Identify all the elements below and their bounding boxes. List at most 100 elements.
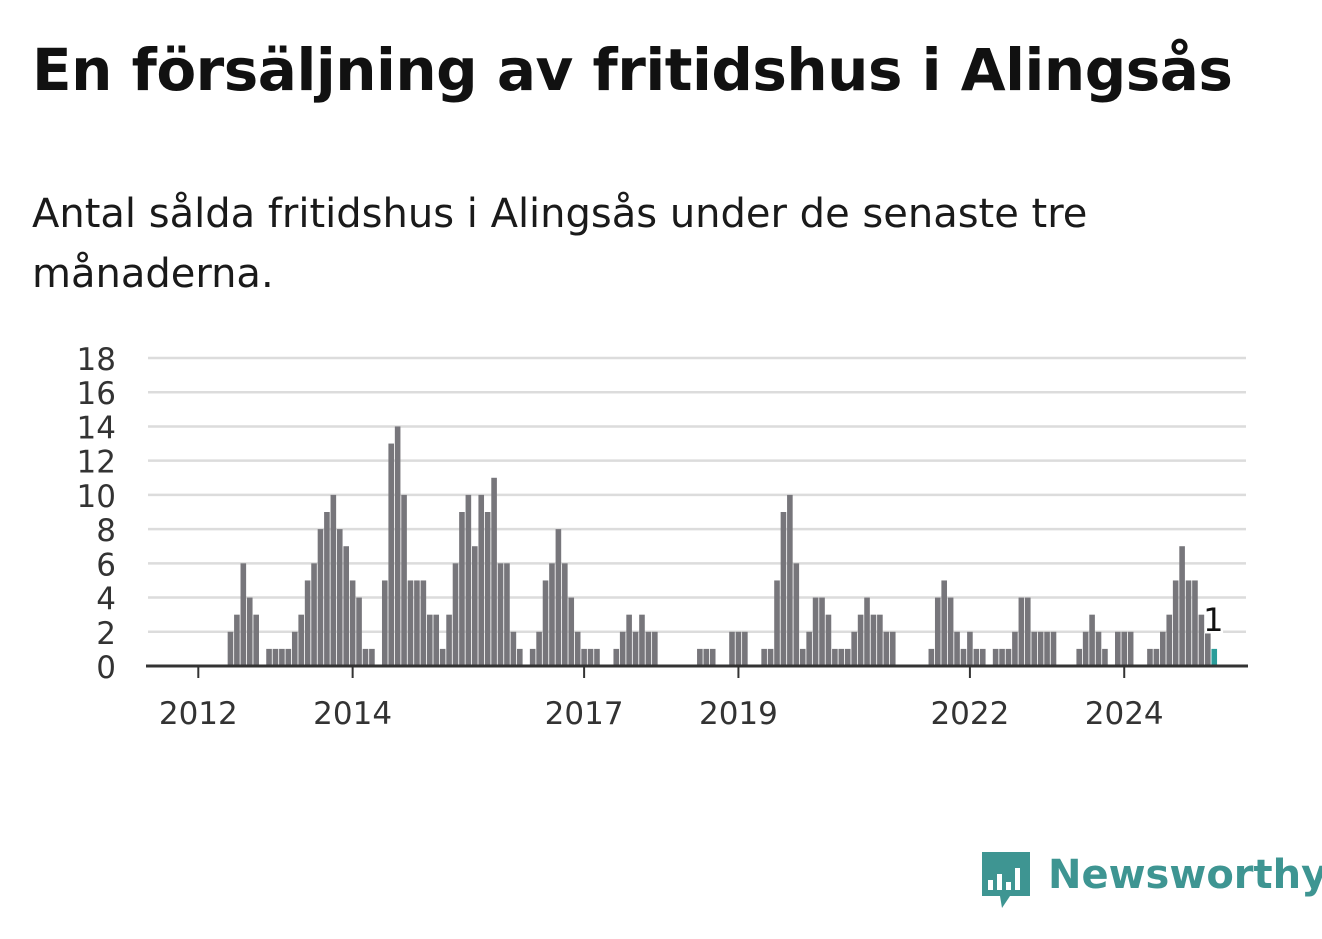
bar (517, 648, 523, 666)
y-tick-label: 16 (77, 376, 116, 412)
bar (626, 614, 632, 666)
bar (954, 631, 960, 666)
bar (1050, 631, 1057, 666)
bar (883, 631, 890, 666)
bar (812, 597, 819, 666)
bar (735, 631, 742, 666)
bar (857, 614, 864, 666)
bar (632, 631, 639, 666)
bar (967, 631, 973, 666)
bar (304, 580, 311, 666)
bar (960, 648, 967, 666)
bar (1018, 597, 1025, 666)
bar (979, 648, 986, 666)
bar (1172, 580, 1179, 666)
bar (838, 648, 845, 666)
bar (928, 648, 935, 666)
bar (574, 631, 581, 666)
bar (941, 580, 947, 666)
bar (1211, 648, 1218, 666)
bar (285, 648, 292, 666)
bar (484, 512, 491, 666)
bar (472, 546, 478, 666)
bar (381, 580, 388, 666)
x-tick-label: 2022 (930, 696, 1009, 732)
bar (774, 580, 780, 666)
newsworthy-logo-icon (982, 852, 1030, 908)
bar (459, 512, 465, 666)
x-tick-label: 2014 (313, 696, 392, 732)
bar (819, 597, 825, 666)
bar (825, 614, 832, 666)
bar (1127, 631, 1134, 666)
bar (279, 648, 285, 666)
bar (1024, 597, 1031, 666)
y-tick-label: 6 (96, 547, 116, 583)
bar (870, 614, 877, 666)
y-tick-label: 4 (96, 582, 116, 618)
bar (613, 648, 620, 666)
bar (491, 477, 497, 666)
bar (619, 631, 626, 666)
bar (832, 648, 838, 666)
bar (324, 512, 330, 666)
bar (1044, 631, 1050, 666)
bar (504, 563, 510, 666)
bar (478, 494, 485, 666)
bar (793, 563, 800, 666)
bar (1198, 614, 1205, 666)
bar (246, 597, 253, 666)
bar (999, 648, 1005, 666)
x-tick-label: 2019 (699, 696, 778, 732)
bar (1192, 580, 1198, 666)
bar (1185, 580, 1192, 666)
bar (1121, 631, 1128, 666)
bar (1147, 648, 1153, 666)
bar (568, 597, 575, 666)
bar (703, 648, 710, 666)
bar (1031, 631, 1038, 666)
bar (497, 563, 504, 666)
bar (1102, 648, 1108, 666)
bar (227, 631, 234, 666)
bar (401, 494, 407, 666)
bar (844, 648, 851, 666)
y-tick-label: 10 (77, 479, 116, 515)
bar (709, 648, 716, 666)
last-value-label: 1 (1203, 601, 1223, 639)
bar (761, 648, 767, 666)
bar (787, 494, 793, 666)
newsworthy-logo: Newsworthy (980, 850, 1322, 912)
y-tick-label: 18 (77, 342, 116, 378)
bar (234, 614, 240, 666)
bar (420, 580, 427, 666)
bar (587, 648, 594, 666)
bar (697, 648, 703, 666)
bar (1166, 614, 1173, 666)
bar (362, 648, 369, 666)
bar (407, 580, 414, 666)
bar (272, 648, 279, 666)
bar (426, 614, 433, 666)
bar (1095, 631, 1102, 666)
bar (266, 648, 272, 666)
bar (889, 631, 896, 666)
y-tick-label: 8 (96, 513, 116, 549)
bar (330, 494, 337, 666)
bar (542, 580, 549, 666)
bar (851, 631, 857, 666)
bar (1205, 631, 1211, 666)
bar (253, 614, 259, 666)
x-tick-label: 2017 (545, 696, 624, 732)
bar (336, 529, 343, 666)
bar (388, 443, 395, 666)
bar (369, 648, 375, 666)
bar (356, 597, 362, 666)
bar (729, 631, 735, 666)
brand-name: Newsworthy (1048, 852, 1322, 898)
bar (973, 648, 980, 666)
y-tick-label: 12 (77, 445, 116, 481)
chart-subtitle: Antal sålda fritidshus i Alingsås under … (32, 191, 1088, 297)
bar (446, 614, 452, 666)
